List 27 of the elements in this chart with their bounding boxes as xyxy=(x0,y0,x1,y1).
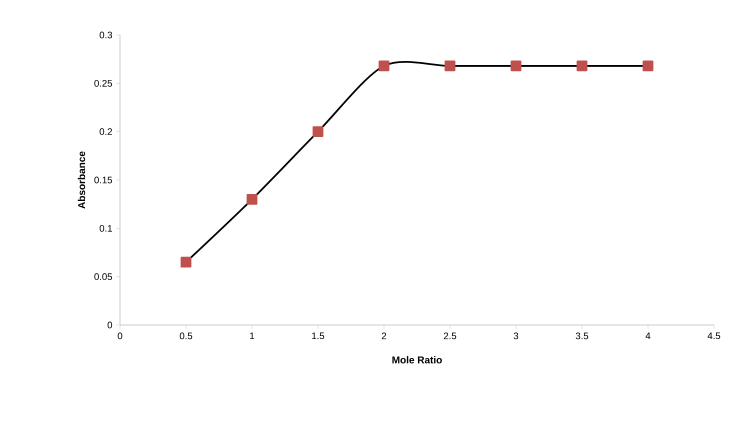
point xyxy=(576,60,588,72)
point xyxy=(180,256,192,268)
point xyxy=(246,194,258,205)
x-tick-label: 4 xyxy=(646,332,650,340)
y-tick-label: 0.15 xyxy=(94,176,112,184)
x-tick-label: 3.5 xyxy=(576,332,588,340)
y-tick-label: 0.25 xyxy=(94,80,112,87)
point xyxy=(642,60,654,72)
point xyxy=(378,60,390,72)
y-tick-label: 0.2 xyxy=(100,128,112,136)
y-tick-label: 0.3 xyxy=(100,32,112,38)
y-axis-title: Absorbance xyxy=(78,151,86,209)
x-tick-label: 0 xyxy=(118,332,122,340)
point xyxy=(312,126,324,138)
x-tick-label: 4.5 xyxy=(708,332,720,340)
x-axis-title: Mole Ratio xyxy=(392,356,442,364)
x-tick-label: 1.5 xyxy=(312,332,324,340)
x-tick-label: 1 xyxy=(250,332,254,340)
y-tick-label: 0 xyxy=(108,322,112,328)
x-tick-label: 3 xyxy=(514,332,518,340)
y-tick-label: 0.1 xyxy=(100,224,112,232)
point xyxy=(510,60,522,72)
point xyxy=(444,60,456,72)
y-tick-label: 0.05 xyxy=(94,273,112,280)
x-tick-label: 2.5 xyxy=(444,332,456,340)
x-tick-label: 2 xyxy=(382,332,386,340)
x-tick-label: 0.5 xyxy=(180,332,192,340)
